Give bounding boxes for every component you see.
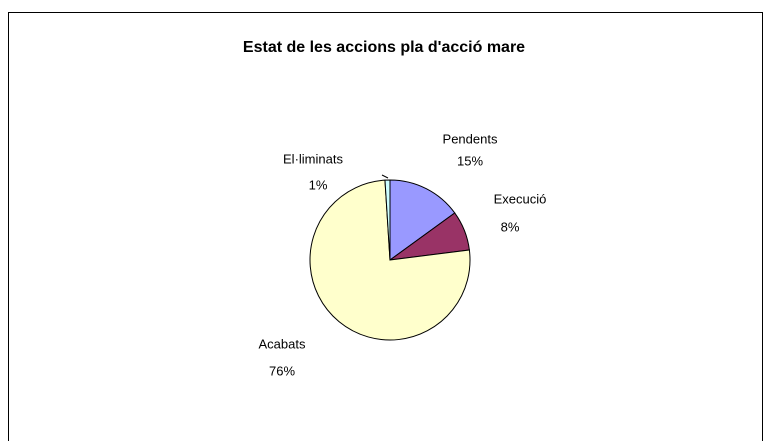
slice-value-label: 15% [457, 153, 483, 168]
slice-value-label: 8% [501, 219, 520, 234]
slice-label: El·liminats [283, 151, 343, 166]
leader-line [381, 174, 389, 179]
slice-label: Execució [494, 191, 547, 206]
slice-value-label: 76% [269, 363, 295, 378]
slice-value-label: 1% [309, 177, 328, 192]
chart-title: Estat de les accions pla d'acció mare [243, 39, 525, 56]
pie-slice [309, 179, 471, 341]
pie-slice [384, 179, 391, 261]
pie-slice [389, 179, 456, 261]
slice-label: Pendents [443, 131, 498, 146]
slice-label: Acabats [259, 336, 306, 351]
